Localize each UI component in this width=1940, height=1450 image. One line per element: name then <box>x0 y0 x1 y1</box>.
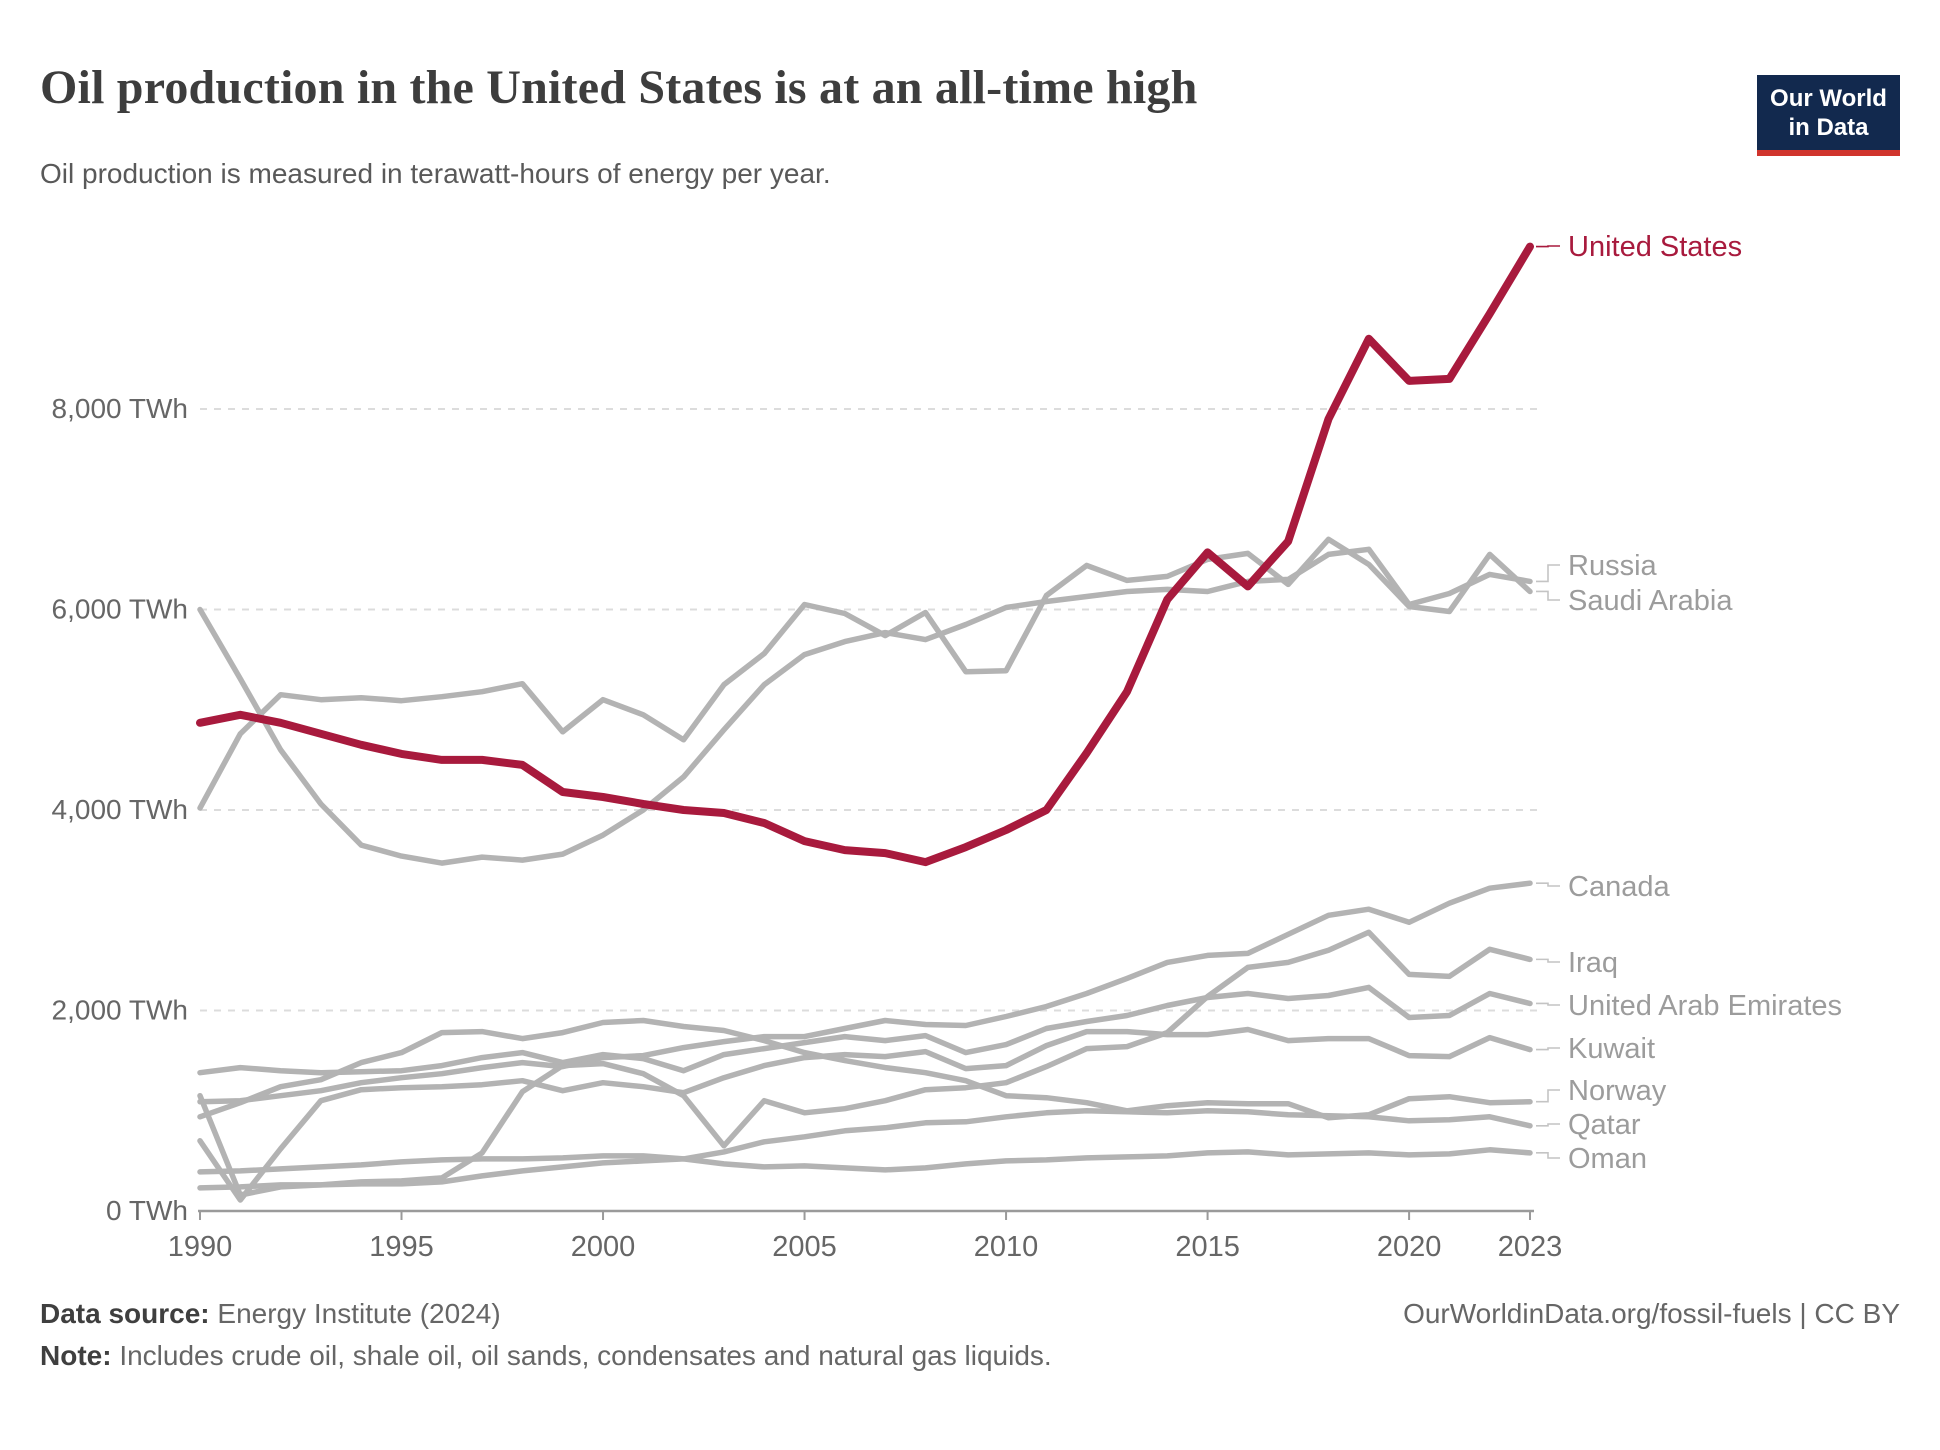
series-label-canada: Canada <box>1568 871 1670 903</box>
data-source-text: Data source: Energy Institute (2024) <box>40 1298 501 1330</box>
footer-source-row: Data source: Energy Institute (2024) Our… <box>40 1298 1900 1330</box>
series-label-kuwait: Kuwait <box>1568 1033 1655 1065</box>
series-label-oman: Oman <box>1568 1143 1647 1175</box>
series-label-connector-canada <box>1536 882 1560 887</box>
x-axis-label-1995: 1995 <box>369 1231 434 1263</box>
x-axis-label-2020: 2020 <box>1377 1231 1442 1263</box>
series-label-connector-united-arab-emirates <box>1536 1002 1560 1006</box>
series-label-connector-qatar <box>1536 1123 1560 1127</box>
series-label-connector-kuwait <box>1536 1047 1560 1051</box>
series-label-connector-norway <box>1536 1089 1560 1103</box>
series-label-connector-united-states <box>1536 245 1560 248</box>
series-line-qatar <box>197 1108 1533 1191</box>
footer-note-row: Note: Includes crude oil, shale oil, oil… <box>40 1340 1900 1372</box>
series-label-connector-oman <box>1536 1152 1560 1159</box>
series-label-saudi-arabia: Saudi Arabia <box>1568 585 1733 617</box>
owid-logo-line2: in Data <box>1788 113 1869 141</box>
series-line-norway <box>197 1017 1533 1121</box>
series-line-united-states <box>196 242 1534 867</box>
series-label-connector-saudi-arabia <box>1536 590 1560 601</box>
owid-logo-line1: Our World <box>1770 84 1887 112</box>
series-line-kuwait <box>197 1026 1533 1203</box>
series-line-russia <box>197 546 1533 866</box>
series-label-russia: Russia <box>1568 550 1658 582</box>
x-axis-label-2010: 2010 <box>974 1231 1039 1263</box>
y-axis-label-4000: 4,000 TWh <box>52 794 188 825</box>
series-line-iraq <box>197 929 1533 1198</box>
series-label-qatar: Qatar <box>1568 1109 1641 1141</box>
note-label: Note: <box>40 1340 112 1371</box>
y-axis-label-6000: 6,000 TWh <box>52 594 188 625</box>
x-axis-label-1990: 1990 <box>168 1231 233 1263</box>
series-label-connector-iraq <box>1536 958 1560 963</box>
series-line-saudi-arabia <box>197 536 1533 811</box>
series-line-canada <box>197 880 1533 1105</box>
x-axis-label-2023: 2023 <box>1498 1231 1563 1263</box>
y-axis-label-8000: 8,000 TWh <box>52 393 188 424</box>
note-value: Includes crude oil, shale oil, oil sands… <box>119 1340 1052 1371</box>
y-axis-label-2000: 2,000 TWh <box>52 995 188 1026</box>
x-axis-label-2005: 2005 <box>772 1231 837 1263</box>
series-label-iraq: Iraq <box>1568 947 1618 979</box>
x-axis-label-2000: 2000 <box>571 1231 636 1263</box>
data-source-label: Data source: <box>40 1298 210 1329</box>
data-source-value: Energy Institute (2024) <box>217 1298 501 1329</box>
y-axis-label-0: 0 TWh <box>106 1195 188 1226</box>
page-subtitle: Oil production is measured in terawatt-h… <box>40 158 831 189</box>
x-axis-label-2015: 2015 <box>1175 1231 1240 1263</box>
series-line-united-arab-emirates <box>197 984 1533 1076</box>
series-label-norway: Norway <box>1568 1075 1667 1107</box>
owid-logo: Our World in Data <box>1757 75 1900 156</box>
series-label-united-states: United States <box>1568 231 1742 263</box>
page-title: Oil production in the United States is a… <box>40 61 1198 114</box>
owid-credit-link[interactable]: OurWorldinData.org/fossil-fuels | CC BY <box>1403 1298 1900 1329</box>
series-line-oman <box>197 1147 1533 1175</box>
series-label-connector-russia <box>1536 564 1560 583</box>
series-label-united-arab-emirates: United Arab Emirates <box>1568 990 1842 1022</box>
